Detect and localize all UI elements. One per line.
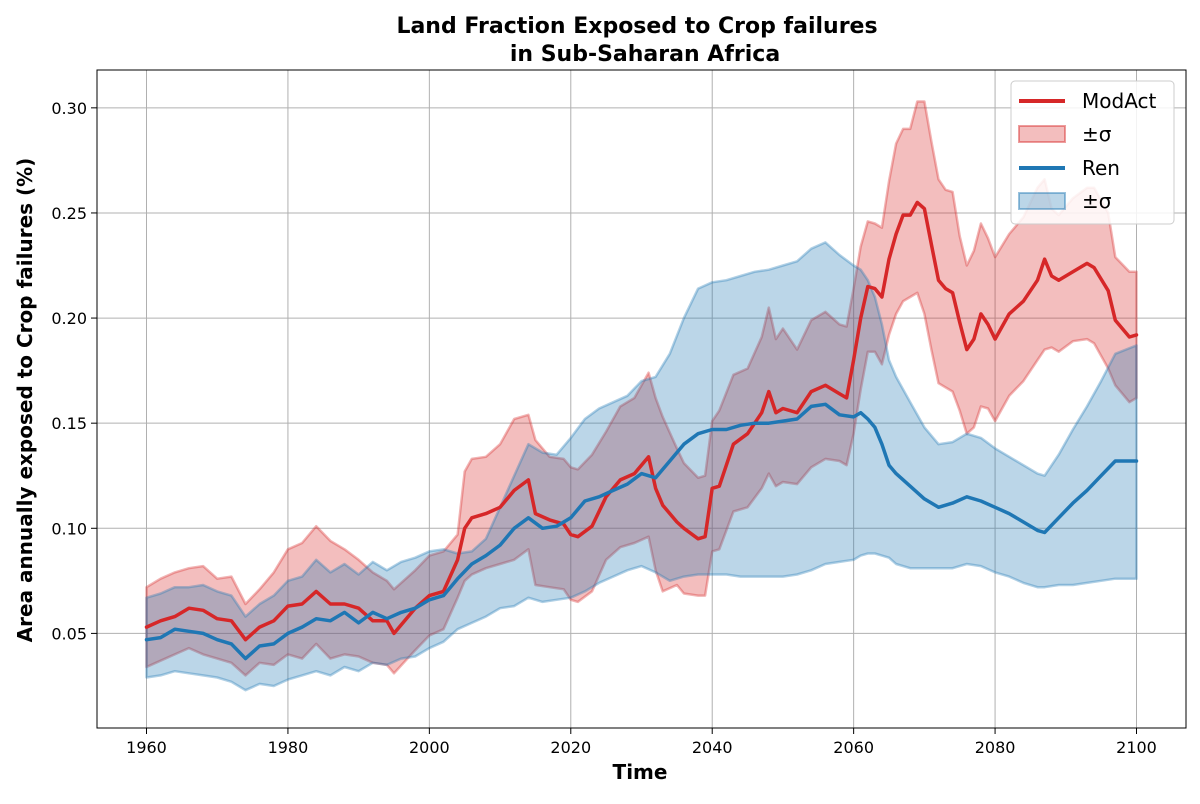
legend-label-ren-sigma: ±σ — [1082, 189, 1112, 213]
x-axis-label: Time — [613, 760, 668, 784]
modact-sigma-band — [145, 100, 1138, 677]
series-lines — [144, 200, 1139, 661]
x-tick-label: 2080 — [975, 738, 1016, 757]
y-tick-label: 0.20 — [51, 309, 87, 328]
x-tick-label: 2000 — [409, 738, 450, 757]
y-tick-label: 0.30 — [51, 99, 87, 118]
legend-label-modact: ModAct — [1082, 89, 1157, 113]
y-tick-label: 0.25 — [51, 204, 87, 223]
x-tick-label: 2060 — [833, 738, 874, 757]
y-axis-ticks: 0.05 0.10 0.15 0.20 0.25 0.30 — [51, 99, 97, 643]
y-axis-label: Area annually exposed to Crop failures (… — [13, 158, 37, 643]
x-tick-label: 1980 — [268, 738, 309, 757]
ren-mean-line — [144, 402, 1139, 661]
legend-swatch-modact-band — [1018, 125, 1066, 143]
chart-title-line-1: Land Fraction Exposed to Crop failures — [396, 14, 877, 39]
y-tick-label: 0.15 — [51, 414, 87, 433]
x-tick-label: 1960 — [126, 738, 167, 757]
chart-title-line-2: in Sub-Saharan Africa — [510, 42, 780, 67]
x-axis-ticks: 1960 1980 2000 2020 2040 2060 2080 2100 — [126, 728, 1157, 757]
legend-box — [1010, 80, 1175, 225]
legend-label-ren: Ren — [1082, 156, 1120, 180]
y-tick-label: 0.05 — [51, 624, 87, 643]
chart-legend: ModAct ±σ Ren ±σ — [1010, 80, 1175, 225]
legend-label-modact-sigma: ±σ — [1082, 122, 1112, 146]
legend-swatch-ren-band — [1018, 192, 1066, 210]
x-tick-label: 2020 — [550, 738, 591, 757]
x-tick-label: 2040 — [692, 738, 733, 757]
y-tick-label: 0.10 — [51, 519, 87, 538]
plot-frame — [96, 69, 1187, 729]
x-tick-label: 2100 — [1116, 738, 1157, 757]
modact-mean-line — [144, 200, 1139, 642]
